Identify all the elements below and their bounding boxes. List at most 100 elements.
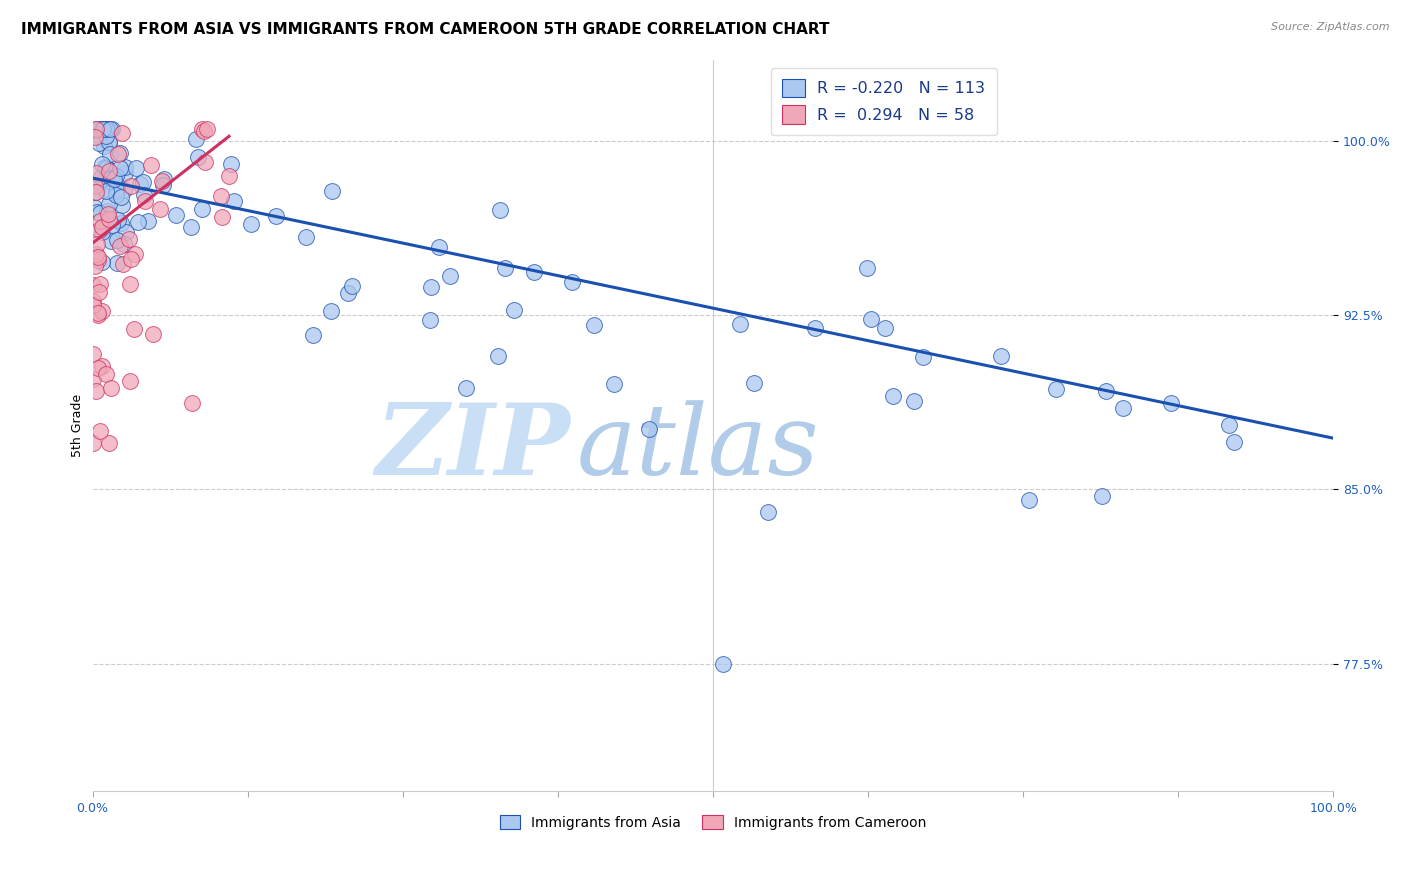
- Point: [523, 265, 546, 279]
- Point: [111, 126, 134, 140]
- Point: [91, 157, 114, 171]
- Point: [561, 275, 583, 289]
- Point: [98, 122, 121, 136]
- Point: [112, 236, 135, 251]
- Point: [128, 177, 150, 191]
- Point: [90, 255, 112, 269]
- Point: [150, 174, 173, 188]
- Legend: Immigrants from Asia, Immigrants from Cameroon: Immigrants from Asia, Immigrants from Ca…: [494, 810, 932, 836]
- Point: [96, 161, 118, 175]
- Point: [90, 131, 112, 145]
- Point: [118, 277, 141, 292]
- Point: [142, 326, 165, 341]
- Point: [120, 252, 142, 266]
- Point: [94, 171, 117, 186]
- Point: [454, 381, 477, 395]
- Point: [1018, 493, 1040, 508]
- Point: [211, 210, 233, 224]
- Point: [87, 285, 110, 300]
- Point: [90, 225, 112, 239]
- Point: [94, 160, 117, 174]
- Point: [191, 122, 214, 136]
- Point: [100, 381, 122, 395]
- Point: [84, 122, 107, 136]
- Point: [97, 207, 120, 221]
- Point: [86, 205, 108, 219]
- Point: [912, 350, 935, 364]
- Point: [108, 145, 131, 160]
- Point: [124, 247, 146, 261]
- Point: [1091, 489, 1114, 503]
- Point: [134, 194, 156, 209]
- Point: [153, 172, 176, 186]
- Point: [152, 178, 174, 192]
- Point: [1160, 396, 1182, 410]
- Point: [89, 206, 111, 220]
- Point: [98, 136, 121, 150]
- Point: [90, 220, 112, 235]
- Point: [118, 374, 141, 388]
- Point: [139, 158, 162, 172]
- Text: ZIP: ZIP: [375, 399, 571, 496]
- Point: [87, 306, 110, 320]
- Text: IMMIGRANTS FROM ASIA VS IMMIGRANTS FROM CAMEROON 5TH GRADE CORRELATION CHART: IMMIGRANTS FROM ASIA VS IMMIGRANTS FROM …: [21, 22, 830, 37]
- Point: [91, 122, 114, 136]
- Point: [97, 163, 120, 178]
- Point: [105, 233, 128, 247]
- Point: [295, 230, 318, 244]
- Point: [193, 124, 215, 138]
- Point: [96, 129, 118, 144]
- Point: [96, 122, 118, 136]
- Point: [110, 216, 132, 230]
- Point: [104, 187, 127, 202]
- Point: [342, 278, 364, 293]
- Point: [1045, 382, 1067, 396]
- Point: [711, 657, 734, 671]
- Point: [84, 122, 107, 136]
- Point: [222, 194, 245, 208]
- Point: [118, 232, 141, 246]
- Point: [100, 170, 122, 185]
- Point: [94, 367, 117, 381]
- Point: [98, 146, 121, 161]
- Point: [219, 157, 242, 171]
- Point: [502, 302, 524, 317]
- Point: [165, 208, 187, 222]
- Text: Source: ZipAtlas.com: Source: ZipAtlas.com: [1271, 22, 1389, 32]
- Point: [87, 253, 110, 268]
- Point: [82, 297, 104, 311]
- Text: atlas: atlas: [576, 400, 820, 495]
- Point: [856, 260, 879, 275]
- Point: [136, 214, 159, 228]
- Point: [94, 122, 117, 136]
- Point: [82, 371, 104, 385]
- Point: [184, 132, 207, 146]
- Point: [301, 328, 323, 343]
- Point: [419, 313, 441, 327]
- Point: [756, 505, 779, 519]
- Point: [730, 317, 752, 331]
- Point: [97, 136, 120, 150]
- Point: [87, 223, 110, 237]
- Point: [127, 214, 149, 228]
- Point: [89, 277, 111, 291]
- Point: [87, 250, 110, 264]
- Point: [112, 257, 135, 271]
- Point: [194, 155, 217, 169]
- Y-axis label: 5th Grade: 5th Grade: [72, 394, 84, 457]
- Point: [96, 161, 118, 175]
- Point: [742, 376, 765, 391]
- Point: [209, 189, 232, 203]
- Point: [96, 203, 118, 218]
- Point: [114, 225, 136, 239]
- Point: [103, 172, 125, 186]
- Point: [84, 249, 107, 263]
- Point: [89, 425, 111, 439]
- Point: [94, 184, 117, 198]
- Point: [582, 318, 605, 332]
- Point: [93, 139, 115, 153]
- Point: [149, 202, 172, 217]
- Point: [990, 349, 1012, 363]
- Point: [420, 280, 443, 294]
- Point: [101, 122, 124, 136]
